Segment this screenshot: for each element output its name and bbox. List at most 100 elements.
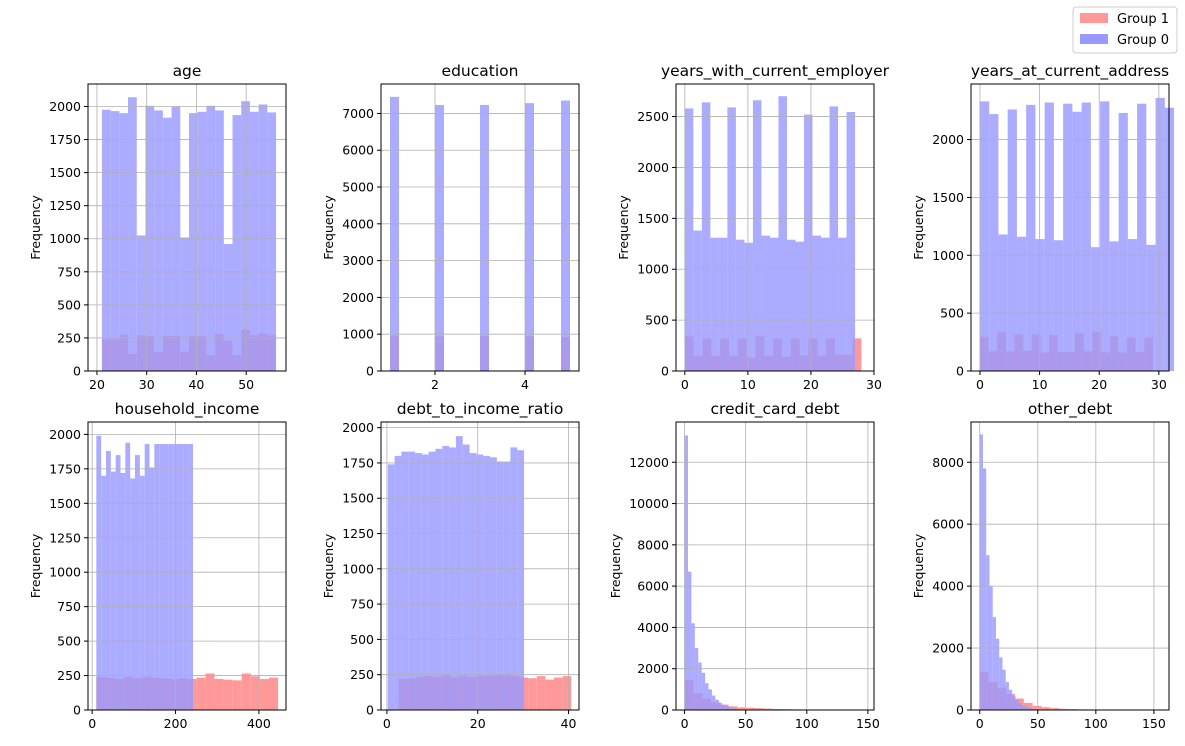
y-tick-label: 2000 [637, 661, 669, 676]
y-tick-label: 0 [956, 364, 964, 379]
y-tick-label: 2000 [342, 290, 374, 305]
x-tick-label: 50 [738, 716, 754, 731]
bar-group-0 [701, 102, 711, 371]
y-tick-label: 750 [57, 264, 81, 279]
bar-group-0 [130, 478, 136, 710]
y-tick-label: 500 [57, 297, 81, 312]
bar-group-0 [159, 444, 165, 710]
bar-group-0 [705, 683, 709, 710]
bar-group-0 [449, 447, 456, 710]
x-tick-label: 20 [1091, 377, 1107, 392]
bar-group-0 [694, 648, 699, 710]
x-tick-label: 4 [521, 377, 529, 392]
bar-group-1 [205, 673, 215, 710]
bar-group-0 [135, 455, 140, 710]
bar-group-1 [268, 677, 279, 710]
y-tick-label: 2500 [637, 109, 669, 124]
x-tick-label: 40 [188, 377, 204, 392]
bar-group-0 [1008, 689, 1013, 710]
axes-frame [380, 83, 580, 372]
bar-group-1 [1032, 705, 1042, 710]
bar-group-0 [735, 708, 740, 710]
x-tick-label: 10 [1032, 377, 1048, 392]
bar-group-1 [545, 679, 555, 710]
chart-title: age [173, 62, 202, 80]
bar-group-0 [1015, 700, 1019, 710]
bar-group-0 [1021, 705, 1026, 710]
bar-group-0 [154, 444, 160, 710]
x-tick-label: 150 [856, 716, 880, 731]
x-tick-label: 30 [139, 377, 155, 392]
bar-group-0 [1090, 247, 1101, 371]
x-tick-label: 20 [470, 716, 486, 731]
bar-group-0 [173, 444, 179, 710]
y-tick-label: 3000 [342, 253, 374, 268]
x-tick-label: 10 [740, 377, 756, 392]
x-tick-label: 20 [803, 377, 819, 392]
bar-group-0 [761, 235, 770, 371]
x-tick-label: 50 [238, 377, 254, 392]
bar-group-0 [476, 454, 484, 710]
bar-group-0 [979, 434, 983, 710]
bar-group-0 [1081, 102, 1091, 372]
y-tick-label: 1500 [342, 491, 374, 506]
bar-group-0 [401, 451, 409, 710]
x-tick-label: 0 [88, 716, 96, 731]
y-tick-label: 0 [366, 703, 374, 718]
bar-group-0 [164, 444, 169, 710]
bar-group-0 [1028, 708, 1032, 710]
bar-group-1 [728, 706, 738, 710]
bar-group-0 [561, 100, 570, 372]
x-tick-label: 50 [1030, 716, 1046, 731]
bar-group-0 [804, 114, 813, 371]
bar-group-1 [1041, 707, 1051, 710]
bar-group-0 [1018, 703, 1022, 710]
y-tick-label: 7000 [342, 106, 374, 121]
bar-group-0 [258, 104, 268, 371]
legend-label-group-0: Group 0 [1117, 33, 1169, 48]
bar-group-0 [846, 111, 856, 372]
y-tick-label: 1000 [49, 565, 81, 580]
bar-group-0 [1100, 101, 1110, 371]
legend-swatch-group-0 [1080, 34, 1108, 44]
y-axis-label: Frequency [616, 195, 631, 260]
bar-group-0 [729, 707, 733, 710]
bar-group-0 [128, 97, 137, 372]
bar-group-0 [989, 114, 999, 371]
bar-group-1 [852, 338, 862, 371]
y-tick-label: 250 [57, 668, 81, 683]
bar-group-1 [1059, 708, 1068, 710]
chart-panel-8: 0 50 100 150 0 2000 4000 6000 8000 other_debt Freq… [911, 400, 1170, 731]
bar-group-0 [1109, 241, 1119, 371]
axes-frame [675, 83, 875, 372]
bar-group-0 [110, 471, 116, 710]
bar-group-0 [442, 446, 450, 710]
x-tick-label: 0 [383, 716, 391, 731]
bar-group-0 [241, 101, 250, 372]
chart-panel-3: 0 10 20 30 0 500 1000 1500 2000 2500 years_with_cu… [616, 62, 890, 392]
y-tick-label: 1500 [49, 496, 81, 511]
bar-group-0 [1005, 682, 1009, 710]
bar-group-0 [1025, 706, 1029, 710]
axes-frame [970, 83, 1170, 372]
legend-swatch-group-1 [1080, 13, 1108, 23]
y-tick-label: 1500 [49, 165, 81, 180]
y-tick-label: 0 [956, 703, 964, 718]
x-tick-label: 100 [1084, 716, 1108, 731]
bar-group-0 [708, 689, 712, 710]
bar-group-0 [711, 695, 716, 710]
y-axis-label: Frequency [911, 195, 926, 260]
bar-group-0 [698, 662, 702, 710]
bar-group-0 [710, 237, 719, 371]
bar-group-0 [139, 475, 145, 710]
x-tick-label: 40 [561, 716, 577, 731]
y-tick-label: 750 [57, 599, 81, 614]
chart-panel-4: 0 10 20 30 0 500 1000 1500 2000 years_at_current_… [911, 62, 1175, 392]
y-axis-label: Frequency [321, 533, 336, 598]
bar-group-0 [992, 617, 996, 710]
chart-title: years_at_current_address [971, 62, 1169, 81]
bar-group-0 [979, 101, 990, 371]
bar-group-0 [812, 235, 822, 371]
bar-group-0 [786, 239, 796, 371]
y-tick-label: 12000 [629, 455, 669, 470]
